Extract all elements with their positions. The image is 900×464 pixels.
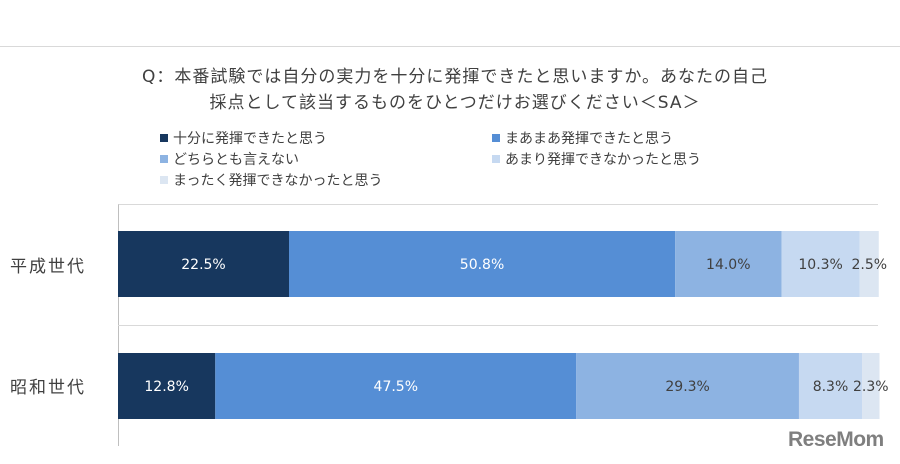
legend-swatch-series-4	[492, 155, 500, 163]
category-divider	[118, 325, 878, 326]
bar-segment-1-4	[781, 231, 860, 297]
legend-item-series-5: まったく発揮できなかったと思う	[160, 170, 382, 190]
legend-item-series-4: あまり発揮できなかったと思う	[492, 149, 701, 169]
data-label-2-3: 29.3%	[665, 379, 709, 395]
bar-segment-2-3	[576, 353, 799, 419]
legend-item-series-3: どちらとも言えない	[160, 149, 299, 169]
legend-item-series-2: まあまあ発揮できたと思う	[492, 128, 673, 148]
data-label-2-2: 47.5%	[374, 379, 418, 395]
legend-swatch-series-2	[492, 134, 500, 142]
legend-item-series-1: 十分に発揮できたと思う	[160, 128, 327, 148]
bar-segment-2-2	[215, 353, 577, 419]
legend-swatch-series-1	[160, 134, 168, 142]
data-label-1-4: 10.3%	[798, 257, 842, 273]
category-label-showa: 昭和世代	[10, 378, 86, 398]
data-label-1-3: 14.0%	[706, 257, 750, 273]
chart-title-line-2: 採点として該当するものをひとつだけお選びください＜SA＞	[209, 93, 701, 113]
chart-frame	[0, 46, 900, 464]
data-label-1-5: 2.5%	[851, 257, 887, 273]
legend-label-series-4: あまり発揮できなかったと思う	[505, 152, 701, 168]
chart-title-line-1: Q：本番試験では自分の実力を十分に発揮できたと思いますか。あなたの自己	[141, 67, 769, 87]
bar-segment-1-3	[675, 231, 782, 297]
legend-label-series-3: どちらとも言えない	[173, 152, 299, 168]
legend-swatch-series-5	[160, 176, 168, 184]
category-label-heisei: 平成世代	[10, 257, 86, 277]
data-label-1-1: 22.5%	[181, 257, 225, 273]
bar-segment-1-1	[118, 231, 289, 297]
data-label-1-2: 50.8%	[460, 257, 504, 273]
data-label-2-5: 2.3%	[853, 379, 889, 395]
bar-segment-2-5	[862, 353, 880, 419]
legend-label-series-2: まあまあ発揮できたと思う	[505, 131, 673, 147]
legend-label-series-5: まったく発揮できなかったと思う	[173, 173, 383, 189]
bar-segment-1-5	[859, 231, 879, 297]
legend-swatch-series-3	[160, 155, 168, 163]
bar-segment-1-2	[289, 231, 676, 297]
bar-segment-2-4	[798, 353, 863, 419]
data-label-2-4: 8.3%	[813, 379, 849, 395]
legend-label-series-1: 十分に発揮できたと思う	[173, 131, 327, 147]
resemom-logo: ReseMom	[788, 428, 884, 451]
data-label-2-1: 12.8%	[144, 379, 188, 395]
bar-segment-2-1	[118, 353, 216, 419]
